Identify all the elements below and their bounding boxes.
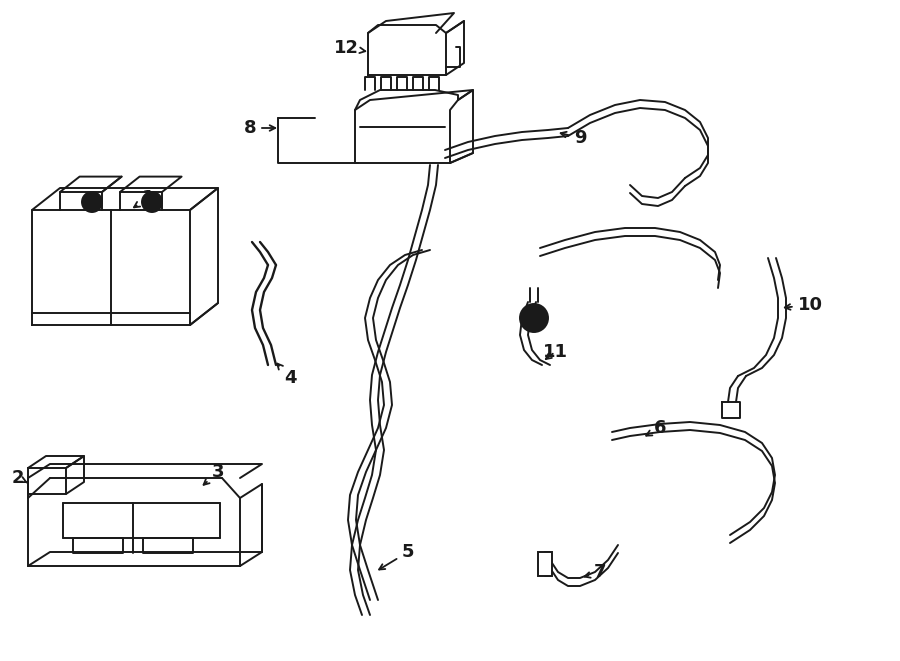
Text: 3: 3	[203, 463, 224, 485]
Text: 5: 5	[379, 543, 414, 570]
Bar	[538, 552, 552, 576]
Text: 9: 9	[561, 129, 586, 147]
Circle shape	[520, 304, 548, 332]
Text: 4: 4	[277, 364, 296, 387]
Text: 12: 12	[334, 39, 365, 57]
Text: 2: 2	[12, 469, 27, 487]
Text: 10: 10	[785, 296, 823, 314]
Text: 11: 11	[543, 343, 568, 361]
Text: 1: 1	[134, 189, 154, 208]
Circle shape	[82, 192, 102, 212]
Circle shape	[142, 192, 162, 212]
Text: 6: 6	[646, 419, 666, 437]
Text: 8: 8	[244, 119, 275, 137]
Text: 7: 7	[585, 563, 607, 581]
Circle shape	[528, 312, 540, 324]
